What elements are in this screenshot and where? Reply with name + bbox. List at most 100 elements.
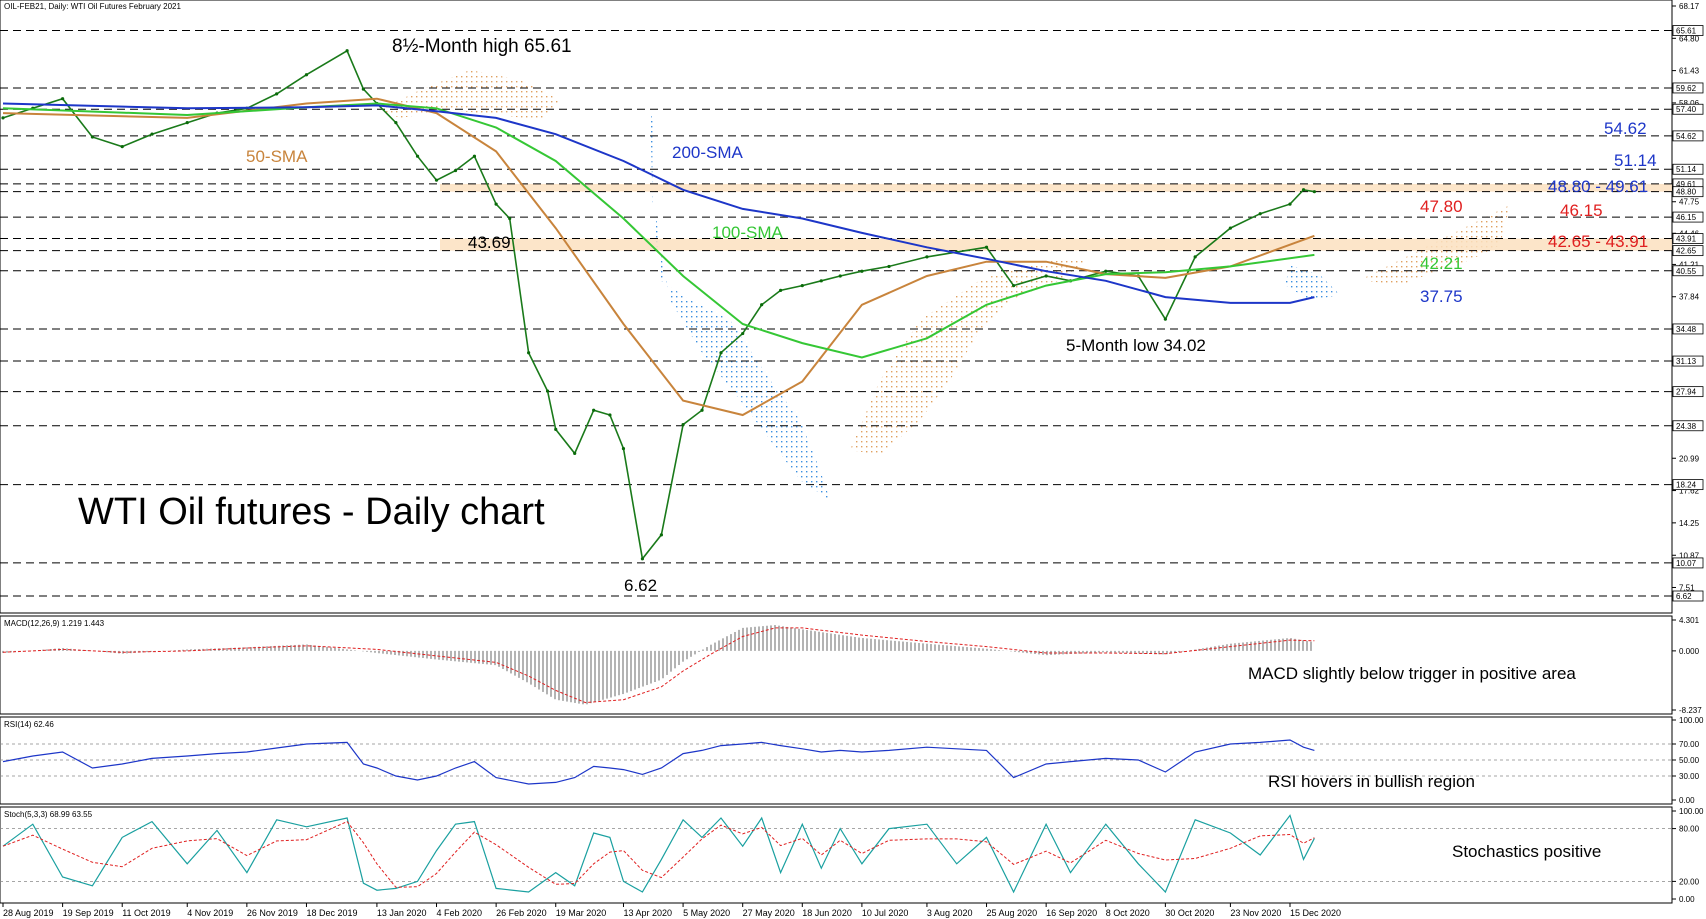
stoch-annotation: Stochastics positive [1452,842,1601,861]
price-point-41 [925,255,929,259]
date-tick-label-18: 8 Oct 2020 [1106,908,1150,918]
boxed-label-13: 27.94 [1676,388,1697,397]
macd-signal-line [2,627,1315,704]
annotation-4615: 46.15 [1560,201,1603,220]
macd-pane-frame [0,615,1673,715]
price-point-5 [150,132,154,136]
date-tick-label-8: 26 Feb 2020 [496,908,547,918]
date-axis: 28 Aug 2019 19 Sep 2019 11 Oct 2019 4 Nov 2… [2,903,1341,918]
price-point-47 [1104,269,1108,273]
date-tick-label-10: 13 Apr 2020 [623,908,672,918]
annotation-4369: 43.69 [468,233,511,252]
boxed-label-box-10 [1672,265,1704,277]
price-tick-label-14: 20.99 [1679,454,1700,463]
annotation-4221: 42.21 [1420,254,1463,273]
price-point-18 [472,154,477,158]
price-tick-label-15: 17.62 [1679,487,1700,496]
macd-pane-header: MACD(12,26,9) 1.219 1.443 [4,619,105,628]
stoch-k-line [2,814,1315,894]
annotation-4880-4961: 48.80 - 49.61 [1548,177,1648,196]
price-point-40 [887,264,891,269]
annotation-100-sma: 100-SMA [712,223,784,242]
annotation-50-sma: 50-SMA [246,147,308,166]
price-point-30 [681,423,685,427]
boxed-label-15: 18.24 [1676,481,1697,490]
price-point-45 [1044,274,1048,278]
price-point-26 [608,413,612,417]
boxed-label-12: 31.13 [1676,357,1697,366]
price-point-37 [819,279,823,283]
cloud-orange-shape-1 [380,70,560,120]
macd-tick-label-1: 0.000 [1679,647,1700,656]
annotation-4780: 47.80 [1420,197,1463,216]
resistance-zone-0 [440,183,1672,192]
boxed-label-16: 10.07 [1676,559,1697,568]
date-tick-label-20: 23 Nov 2020 [1230,908,1281,918]
macd-pane: 4.301 0.000 -8.237 [2,616,1702,715]
price-point-54 [1301,188,1306,192]
boxed-label-9: 42.65 [1676,247,1697,256]
sma-line-200-sma [2,102,1315,304]
rsi-pane: 100.00 70.00 50.00 30.00 0.00 [0,716,1704,805]
price-tick-label-17: 10.87 [1679,551,1700,560]
resistance-zones [440,183,1672,251]
annotation-5-month-low: 5-Month low 34.02 [1066,336,1206,355]
price-point-10 [304,73,309,77]
price-point-16 [434,178,439,182]
annotation-3775: 37.75 [1420,287,1463,306]
price-tick-label-0: 68.17 [1679,2,1700,11]
price-point-34 [760,303,764,307]
stoch-d-line [2,820,1315,888]
price-point-19 [494,202,498,206]
date-tick-label-21: 15 Dec 2020 [1290,908,1341,918]
boxed-label-3: 54.62 [1676,132,1697,141]
boxed-label-box-12 [1672,355,1704,367]
price-tick-label-9: 37.84 [1679,293,1700,302]
price-point-49 [1163,317,1167,321]
date-tick-label-5: 18 Dec 2019 [306,908,357,918]
date-tick-label-15: 3 Aug 2020 [927,908,973,918]
date-tick-label-16: 25 Aug 2020 [987,908,1038,918]
boxed-label-box-4 [1672,163,1704,175]
price-point-51 [1228,226,1232,230]
price-point-20 [508,216,512,221]
price-point-39 [860,269,864,273]
date-tick-label-1: 19 Sep 2019 [63,908,114,918]
macd-tick-label-0: 4.301 [1679,616,1700,625]
rsi-line [2,739,1315,785]
price-point-25 [592,408,596,412]
date-tick-label-7: 4 Feb 2020 [437,908,483,918]
boxed-label-0: 65.61 [1676,27,1697,36]
boxed-label-box-11 [1672,323,1704,335]
stoch-pane: 100.00 80.00 20.00 0.00 [0,807,1704,904]
price-close-line [2,49,1315,561]
price-tick-label-8: 41.21 [1679,260,1700,269]
sma-lines [2,97,1315,417]
price-tick-label-16: 14.25 [1679,519,1700,528]
price-point-35 [779,288,783,293]
boxed-label-7: 46.15 [1676,213,1697,222]
annotation-200-sma: 200-SMA [672,143,744,162]
rsi-tick-label-2: 50.00 [1679,756,1700,765]
cloud-blue-shape [650,110,830,500]
price-point-24 [573,451,577,455]
boxed-label-6: 48.80 [1676,188,1697,197]
annotation-662: 6.62 [624,576,657,595]
price-tick-label-3: 58.06 [1679,99,1700,108]
price-point-38 [838,274,842,278]
boxed-label-box-16 [1672,557,1704,569]
cloud-orange-shape-2 [850,258,1090,455]
rsi-tick-label-4: 0.00 [1679,796,1695,805]
date-tick-label-6: 13 Jan 2020 [377,908,427,918]
price-point-6 [185,121,189,125]
stoch-tick-label-3: 0.00 [1679,895,1695,904]
annotation-5462: 54.62 [1604,119,1647,138]
rsi-tick-label-1: 70.00 [1679,740,1700,749]
date-tick-label-2: 11 Oct 2019 [122,908,170,918]
boxed-label-11: 34.48 [1676,325,1697,334]
stoch-tick-label-0: 100.00 [1679,807,1704,816]
rsi-pane-header: RSI(14) 62.46 [4,720,54,729]
